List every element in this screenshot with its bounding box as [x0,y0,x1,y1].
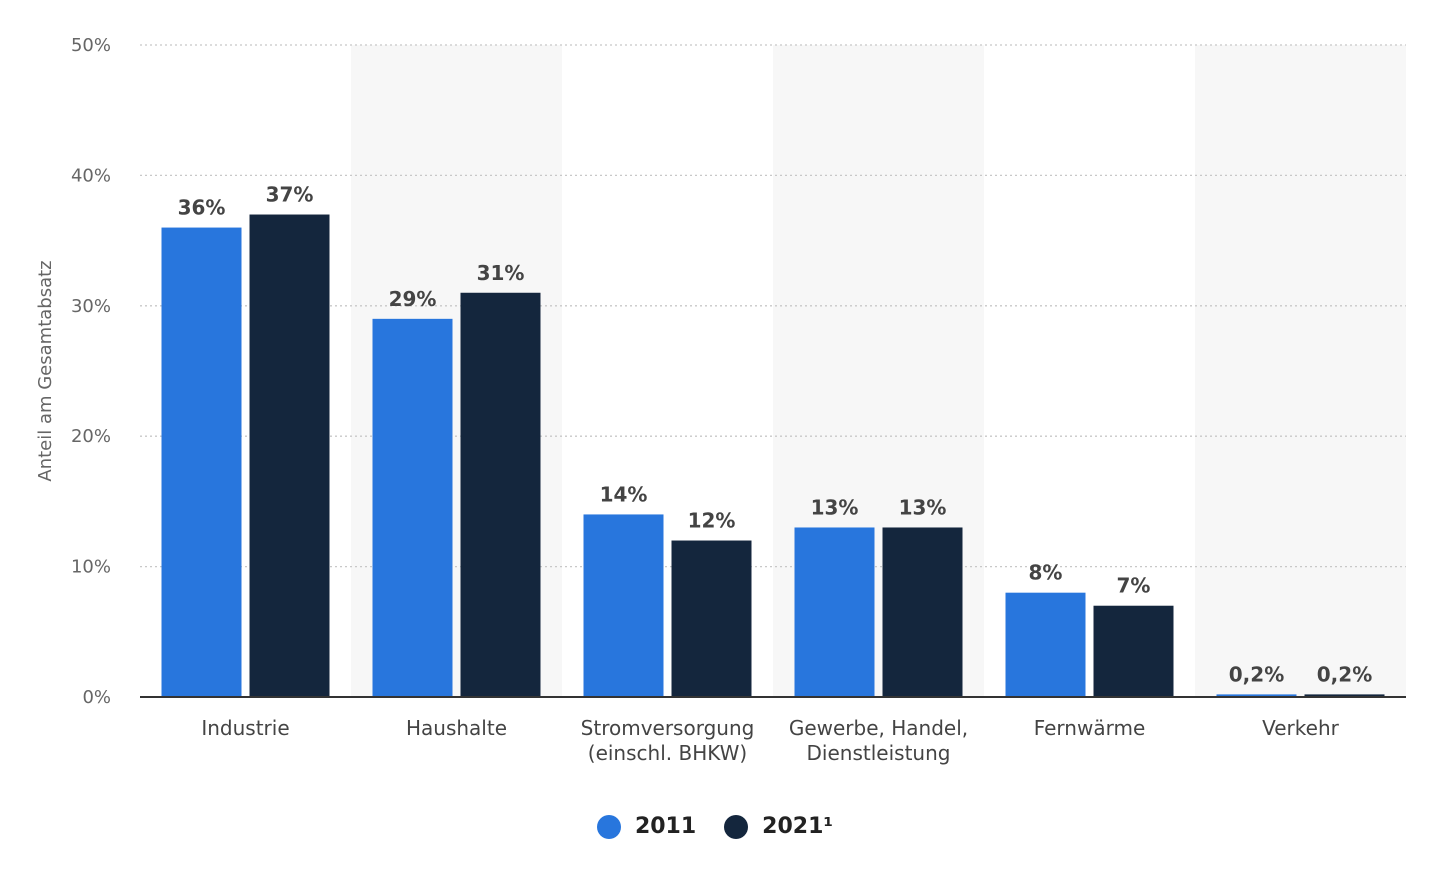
data-label: 36% [178,196,226,220]
category-bands [351,45,1406,697]
legend-item[interactable]: 2021¹ [724,814,833,839]
data-label: 14% [600,482,648,506]
bars [161,214,1385,697]
bar [1093,605,1174,697]
y-axis-ticks: 0% 10% 20% 30% 40% 50% [71,35,111,708]
bar [1304,694,1385,697]
bar [1216,694,1297,697]
legend-swatch [724,814,749,839]
x-tick-label: Verkehr [1262,716,1340,740]
legend-swatch [596,814,621,839]
bar [671,540,752,697]
x-axis-labels: Industrie Haushalte Stromversorgung (einsch… [201,716,1339,765]
legend-label: 2011 [634,814,697,839]
y-tick-label: 10% [71,557,111,578]
y-tick-label: 30% [71,296,111,317]
data-label: 29% [389,287,437,311]
legend: 2011 2021¹ [0,814,1430,839]
data-label: 31% [477,261,525,285]
y-axis-title: Anteil am Gesamtabsatz [35,260,56,481]
legend-label: 2021¹ [762,814,834,839]
y-tick-label: 50% [71,35,111,56]
data-label: 0,2% [1317,662,1372,686]
data-label: 13% [811,495,859,519]
data-label: 8% [1029,561,1063,585]
value-labels: 36% 37% 29% 31% 14% 12% 13% 13% 8% 7% 0,2% 0,2% [178,183,1373,687]
x-tick-label: Gewerbe, Handel, Dienstleistung [789,716,968,765]
data-label: 12% [688,509,736,533]
x-tick-label: Stromversorgung (einschl. BHKW) [581,716,755,765]
data-label: 7% [1117,574,1151,598]
x-tick-label: Haushalte [406,716,507,740]
data-label: 37% [266,183,314,207]
bar [583,514,664,697]
data-label: 13% [899,495,947,519]
y-tick-label: 0% [82,687,111,708]
gridlines [140,44,1406,568]
bar [161,227,242,697]
bar-chart: 0% 10% 20% 30% 40% 50% 36% 37% 29% 31% 14% 12% 13% 1… [35,35,1406,765]
legend-item[interactable]: 2011 [596,814,697,839]
bar [372,318,453,697]
data-label: 0,2% [1229,662,1284,686]
y-tick-label: 20% [71,426,111,447]
category-band [1195,45,1406,697]
x-tick-label: Industrie [201,716,289,740]
bar [882,527,963,697]
bar [794,527,875,697]
y-tick-label: 40% [71,165,111,186]
bar [249,214,330,697]
bar [460,292,541,697]
x-tick-label: Fernwärme [1034,716,1146,740]
bar [1005,592,1086,697]
